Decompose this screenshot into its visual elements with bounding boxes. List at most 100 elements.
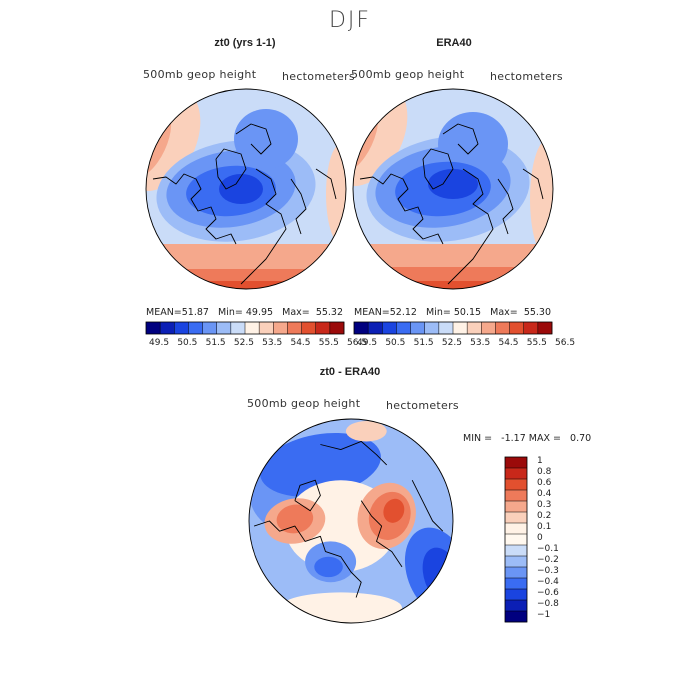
colorbar-swatch <box>505 578 527 590</box>
panel-difference-map <box>248 418 454 624</box>
panel-difference-map-coastlines <box>253 440 444 598</box>
min-label: Min= <box>218 307 243 318</box>
panel-reference-map-border <box>352 88 554 290</box>
panel-reference-map-coastlines <box>359 123 544 285</box>
panel-model-colorbar <box>145 321 345 335</box>
colorbar-swatch <box>505 611 527 623</box>
colorbar-tick-label: 56.5 <box>555 338 576 348</box>
colorbar-swatch <box>505 589 527 601</box>
coastline <box>215 148 247 190</box>
colorbar-swatch <box>505 479 527 491</box>
panel-model-map <box>145 88 347 290</box>
contour-fill <box>428 169 478 199</box>
max-label: Max= <box>282 307 310 318</box>
colorbar-tick-label: −0.8 <box>537 598 559 609</box>
colorbar-swatch <box>509 322 525 334</box>
coastline <box>422 148 454 190</box>
colorbar-swatch <box>273 322 288 334</box>
colorbar-swatch <box>467 322 482 334</box>
colorbar-swatch <box>505 600 527 612</box>
colorbar-swatch <box>505 512 527 524</box>
colorbar-swatch <box>481 322 496 334</box>
colorbar-swatch <box>495 322 510 334</box>
colorbar-swatch <box>396 322 411 334</box>
colorbar-tick-label: 1 <box>537 455 543 466</box>
colorbar-tick-label: −0.6 <box>537 587 559 598</box>
panel-reference-stats: MEAN=52.12 Min= 50.15 Max= 55.30 <box>354 307 551 318</box>
contour-fill <box>530 139 553 259</box>
season-title: DJF <box>328 8 372 33</box>
contour-fill <box>345 421 387 442</box>
colorbar-swatch <box>245 322 260 334</box>
colorbar-tick-label: −1 <box>537 609 551 620</box>
colorbar-swatch <box>216 322 232 334</box>
panel-model-variable-label: 500mb geop height <box>143 68 257 81</box>
colorbar-tick-label: −0.4 <box>537 576 559 587</box>
colorbar-swatch <box>505 556 527 568</box>
contour-fill <box>383 498 405 523</box>
colorbar-tick-label: 53.5 <box>262 338 283 348</box>
colorbar-tick-label: 51.5 <box>413 338 434 348</box>
colorbar-tick-label: −0.2 <box>537 554 559 565</box>
contour-fill <box>326 144 346 244</box>
colorbar-swatch <box>505 567 527 579</box>
panel-reference-variable-label: 500mb geop height <box>351 68 465 81</box>
colorbar-swatch <box>287 322 302 334</box>
colorbar-tick-label: 0.4 <box>537 488 552 499</box>
panel-difference-map-border <box>248 418 454 624</box>
colorbar-tick-label: 53.5 <box>470 338 491 348</box>
colorbar-swatch <box>188 322 203 334</box>
colorbar-swatch <box>368 322 383 334</box>
colorbar-tick-label: 0.3 <box>537 499 552 510</box>
colorbar-swatch <box>537 322 553 334</box>
min-label: Min= <box>426 307 451 318</box>
coastline <box>320 440 388 466</box>
panel-difference-map-field <box>249 419 453 623</box>
colorbar-tick-label: 50.5 <box>385 338 406 348</box>
panel-difference-stats: MIN = -1.17 MAX = 0.70 <box>463 433 591 444</box>
contour-fill <box>438 112 508 176</box>
mean-value: 52.12 <box>389 307 417 318</box>
colorbar-tick-label: 0.8 <box>537 466 552 477</box>
panel-reference-colorbar <box>353 321 553 335</box>
panel-model-map-field <box>146 89 346 289</box>
colorbar-swatch <box>354 322 369 334</box>
contour-fill <box>234 109 298 169</box>
coastline <box>152 173 237 245</box>
coastline <box>497 178 514 235</box>
panel-difference-units-label: hectometers <box>386 399 459 412</box>
colorbar-tick-label: 49.5 <box>149 338 170 348</box>
colorbar-swatch <box>438 322 454 334</box>
colorbar-swatch <box>523 322 539 334</box>
mean-value: 51.87 <box>181 307 209 318</box>
panel-reference-map-field <box>353 89 553 289</box>
mean-label: MEAN= <box>354 307 390 318</box>
coastline <box>522 168 544 200</box>
colorbar-swatch <box>230 322 246 334</box>
coastline <box>253 520 362 598</box>
colorbar-swatch <box>202 322 218 334</box>
contour-fill <box>393 281 513 289</box>
coastline <box>290 178 307 235</box>
colorbar-tick-label: 55.5 <box>318 338 339 348</box>
colorbar-swatch <box>410 322 426 334</box>
max-value: 55.30 <box>523 307 552 318</box>
coastline <box>360 500 403 568</box>
contour-fill <box>186 281 306 289</box>
max-value: 0.70 <box>570 433 592 444</box>
colorbar-tick-label: 50.5 <box>177 338 198 348</box>
min-value: 49.95 <box>245 307 274 318</box>
colorbar-tick-label: 52.5 <box>441 338 462 348</box>
min-value: 50.15 <box>453 307 482 318</box>
coastline <box>315 168 337 200</box>
panel-reference-map <box>352 88 554 290</box>
coastline <box>411 479 444 532</box>
max-value: 55.32 <box>315 307 344 318</box>
min-value: -1.17 <box>501 433 526 444</box>
colorbar-tick-label: 51.5 <box>205 338 226 348</box>
panel-difference-variable-label: 500mb geop height <box>247 397 361 410</box>
panel-model-map-coastlines <box>152 123 337 285</box>
colorbar-swatch <box>301 322 317 334</box>
colorbar-tick-label: 0.1 <box>537 521 552 532</box>
colorbar-swatch <box>146 322 161 334</box>
